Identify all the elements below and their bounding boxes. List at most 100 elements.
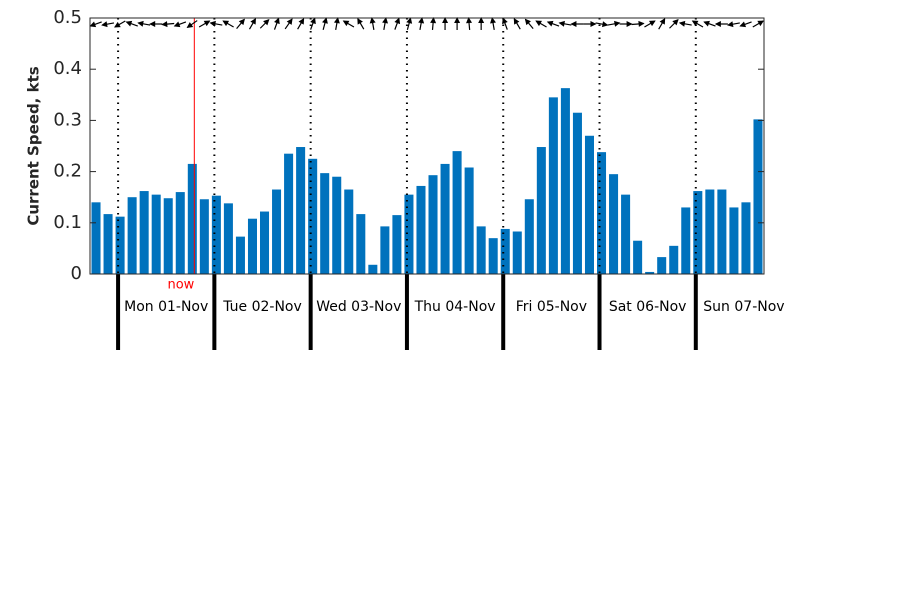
bar xyxy=(235,236,245,274)
arrow-head xyxy=(659,17,666,25)
bar xyxy=(320,173,330,274)
bar xyxy=(356,214,366,274)
direction-arrow xyxy=(513,17,521,30)
bar xyxy=(308,158,318,274)
direction-arrow xyxy=(259,19,270,29)
bar xyxy=(187,163,197,274)
direction-arrow xyxy=(297,17,305,30)
arrow-head xyxy=(274,17,280,25)
arrow-head xyxy=(394,17,401,25)
arrow-head xyxy=(322,17,328,24)
direction-arrow xyxy=(442,17,449,30)
arrow-head xyxy=(626,20,633,27)
arrow-head xyxy=(186,22,194,29)
arrow-head xyxy=(466,17,473,24)
direction-arrow xyxy=(333,17,340,31)
direction-arrow xyxy=(357,17,365,30)
direction-arrow xyxy=(173,21,187,28)
direction-arrow xyxy=(418,17,425,31)
arrow-head xyxy=(114,21,121,28)
direction-arrow xyxy=(89,21,102,28)
direction-arrow xyxy=(583,20,597,27)
direction-arrow xyxy=(644,20,656,28)
direction-arrow xyxy=(524,18,534,29)
bar xyxy=(488,238,498,274)
direction-arrow xyxy=(739,21,752,28)
arrow-head xyxy=(357,17,363,25)
direction-arrow xyxy=(502,17,508,30)
y-tick-label: 0.5 xyxy=(53,7,82,28)
bar xyxy=(584,135,594,274)
direction-arrow xyxy=(558,20,572,27)
bar xyxy=(729,207,739,274)
arrow-head xyxy=(333,17,340,24)
bar xyxy=(524,199,534,274)
direction-arrow xyxy=(273,17,280,30)
bar xyxy=(476,226,486,274)
arrow-head xyxy=(125,20,133,27)
arrow-head xyxy=(173,21,181,28)
direction-arrow xyxy=(714,21,728,27)
bar xyxy=(741,202,751,274)
arrow-head xyxy=(406,17,413,24)
bar xyxy=(464,167,474,274)
arrow-head xyxy=(727,21,734,28)
arrow-head xyxy=(570,21,577,28)
direction-arrow xyxy=(198,20,211,28)
bar xyxy=(127,197,137,274)
bar xyxy=(247,218,257,274)
arrow-head xyxy=(524,18,531,26)
bar xyxy=(163,198,173,274)
direction-arrow xyxy=(406,17,413,30)
arrow-head xyxy=(678,20,686,27)
bar xyxy=(380,226,390,274)
direction-arrow xyxy=(678,20,692,27)
direction-arrow xyxy=(535,20,547,28)
direction-arrow xyxy=(691,20,704,28)
arrow-head xyxy=(614,20,621,27)
direction-arrow xyxy=(454,17,461,30)
arrow-head xyxy=(757,20,765,27)
arrow-head xyxy=(137,20,144,27)
direction-arrow xyxy=(310,17,316,30)
bar xyxy=(633,240,643,274)
bar xyxy=(428,175,438,274)
y-tick-label: 0.3 xyxy=(53,109,82,130)
bar xyxy=(211,195,221,274)
arrow-head xyxy=(454,17,461,23)
bar xyxy=(669,245,679,274)
arrow-head xyxy=(703,20,710,27)
x-tick-label: Thu 04-Nov xyxy=(414,299,496,315)
direction-arrow xyxy=(114,20,126,28)
direction-arrow xyxy=(430,17,437,31)
arrow-head xyxy=(649,20,656,27)
bar xyxy=(705,189,715,274)
direction-arrow xyxy=(125,20,138,27)
bar xyxy=(296,147,306,274)
arrow-head xyxy=(149,21,156,28)
arrow-head xyxy=(369,17,376,24)
bar xyxy=(512,231,522,274)
bar xyxy=(609,174,619,274)
direction-arrow xyxy=(703,20,716,27)
arrow-head xyxy=(342,20,350,27)
bar xyxy=(500,228,510,274)
arrow-head xyxy=(222,20,230,27)
arrow-head xyxy=(739,21,747,28)
direction-arrow xyxy=(209,20,223,27)
arrow-head xyxy=(590,20,597,27)
direction-arrow xyxy=(619,20,633,27)
direction-arrow xyxy=(727,21,740,28)
direction-arrow xyxy=(658,17,666,30)
arrow-head xyxy=(89,21,97,28)
arrow-head xyxy=(209,20,216,27)
bar xyxy=(332,176,342,274)
arrow-head xyxy=(418,17,425,24)
arrow-head xyxy=(490,17,496,24)
bar xyxy=(260,211,270,274)
x-tick-label: Sun 07-Nov xyxy=(703,299,784,315)
arrow-head xyxy=(298,17,305,25)
bar xyxy=(115,216,125,274)
arrow-head xyxy=(558,20,565,27)
